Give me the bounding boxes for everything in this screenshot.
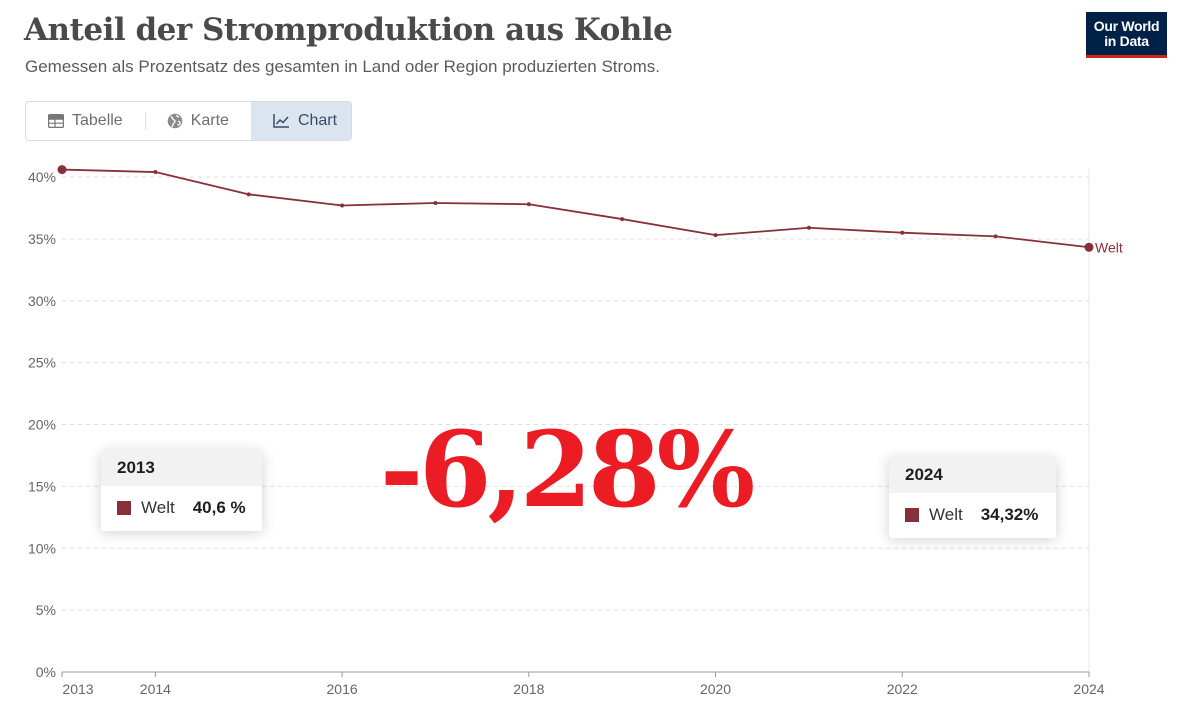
series-line: [61, 168, 1090, 249]
y-tick-label: 20%: [28, 417, 56, 433]
tab-table[interactable]: Tabelle: [26, 102, 145, 140]
chart-subtitle: Gemessen als Prozentsatz des gesamten in…: [25, 57, 661, 76]
y-tick-label: 5%: [36, 602, 56, 618]
owid-logo[interactable]: Our World in Data: [1086, 12, 1167, 58]
change-annotation: -6,28%: [380, 408, 755, 531]
y-tick-label: 40%: [28, 169, 56, 185]
tab-chart[interactable]: Chart: [250, 102, 351, 140]
chart-title: Anteil der Stromproduktion aus Kohle: [24, 12, 673, 48]
tooltip-start-year: 2013: [101, 450, 262, 486]
data-point: [806, 225, 811, 230]
tab-chart-label: Chart: [297, 112, 338, 129]
x-tick-label: 2016: [327, 681, 358, 697]
tooltip-start-value: 40,6 %: [192, 498, 246, 517]
x-tick-label: 2024: [1073, 681, 1104, 697]
grid-layer: [62, 169, 1090, 672]
tooltip-end-value: 34,32%: [980, 505, 1039, 524]
y-tick-label: 30%: [28, 293, 56, 309]
y-tick-label: 0%: [36, 664, 56, 680]
tooltip-end-year: 2024: [889, 457, 1056, 493]
legend-swatch: [117, 501, 131, 515]
y-tick-label: 25%: [28, 355, 56, 371]
tab-map[interactable]: Karte: [144, 102, 251, 140]
table-icon: [48, 114, 64, 128]
tab-map-label: Karte: [190, 112, 229, 129]
tooltip-end-row: Welt 34,32%: [889, 493, 1056, 538]
tooltip-start: 2013 Welt 40,6 %: [101, 450, 262, 531]
x-tick-label: 2018: [513, 681, 544, 697]
data-point: [620, 217, 625, 222]
axis-layer: 0% 5% 10% 15% 20% 25% 30% 35% 40% 2013 2014 2016 201…: [28, 169, 1105, 697]
data-point: [713, 233, 718, 238]
x-tick-label: 2013: [62, 681, 93, 697]
logo-line-2: in Data: [1104, 32, 1149, 49]
globe-icon: [167, 113, 183, 129]
data-point: [153, 170, 158, 175]
x-tick-label: 2020: [700, 681, 731, 697]
data-point: [993, 234, 998, 239]
view-tabs: Tabelle Karte Chart: [25, 101, 352, 141]
data-point: [57, 165, 67, 175]
data-point: [433, 200, 438, 205]
x-tick-label: 2014: [140, 681, 171, 697]
data-point: [1084, 242, 1094, 252]
line-chart-icon: [273, 114, 290, 128]
y-tick-label: 10%: [28, 540, 56, 556]
series-end-label: Welt: [1095, 239, 1123, 255]
data-point: [900, 230, 905, 235]
data-point: [246, 192, 251, 197]
series-layer: Welt: [57, 165, 1123, 255]
x-tick-label: 2022: [887, 681, 918, 697]
tooltip-start-name: Welt: [141, 498, 175, 517]
tab-table-label: Tabelle: [72, 112, 123, 129]
tooltip-start-row: Welt 40,6 %: [101, 486, 262, 531]
tooltip-end: 2024 Welt 34,32%: [889, 457, 1056, 538]
y-tick-label: 35%: [28, 231, 56, 247]
logo-line-1: Our World: [1093, 17, 1160, 34]
data-point: [526, 202, 531, 207]
tooltip-end-name: Welt: [929, 505, 963, 524]
legend-swatch: [905, 508, 919, 522]
y-tick-label: 15%: [28, 478, 56, 494]
data-point: [340, 203, 345, 208]
